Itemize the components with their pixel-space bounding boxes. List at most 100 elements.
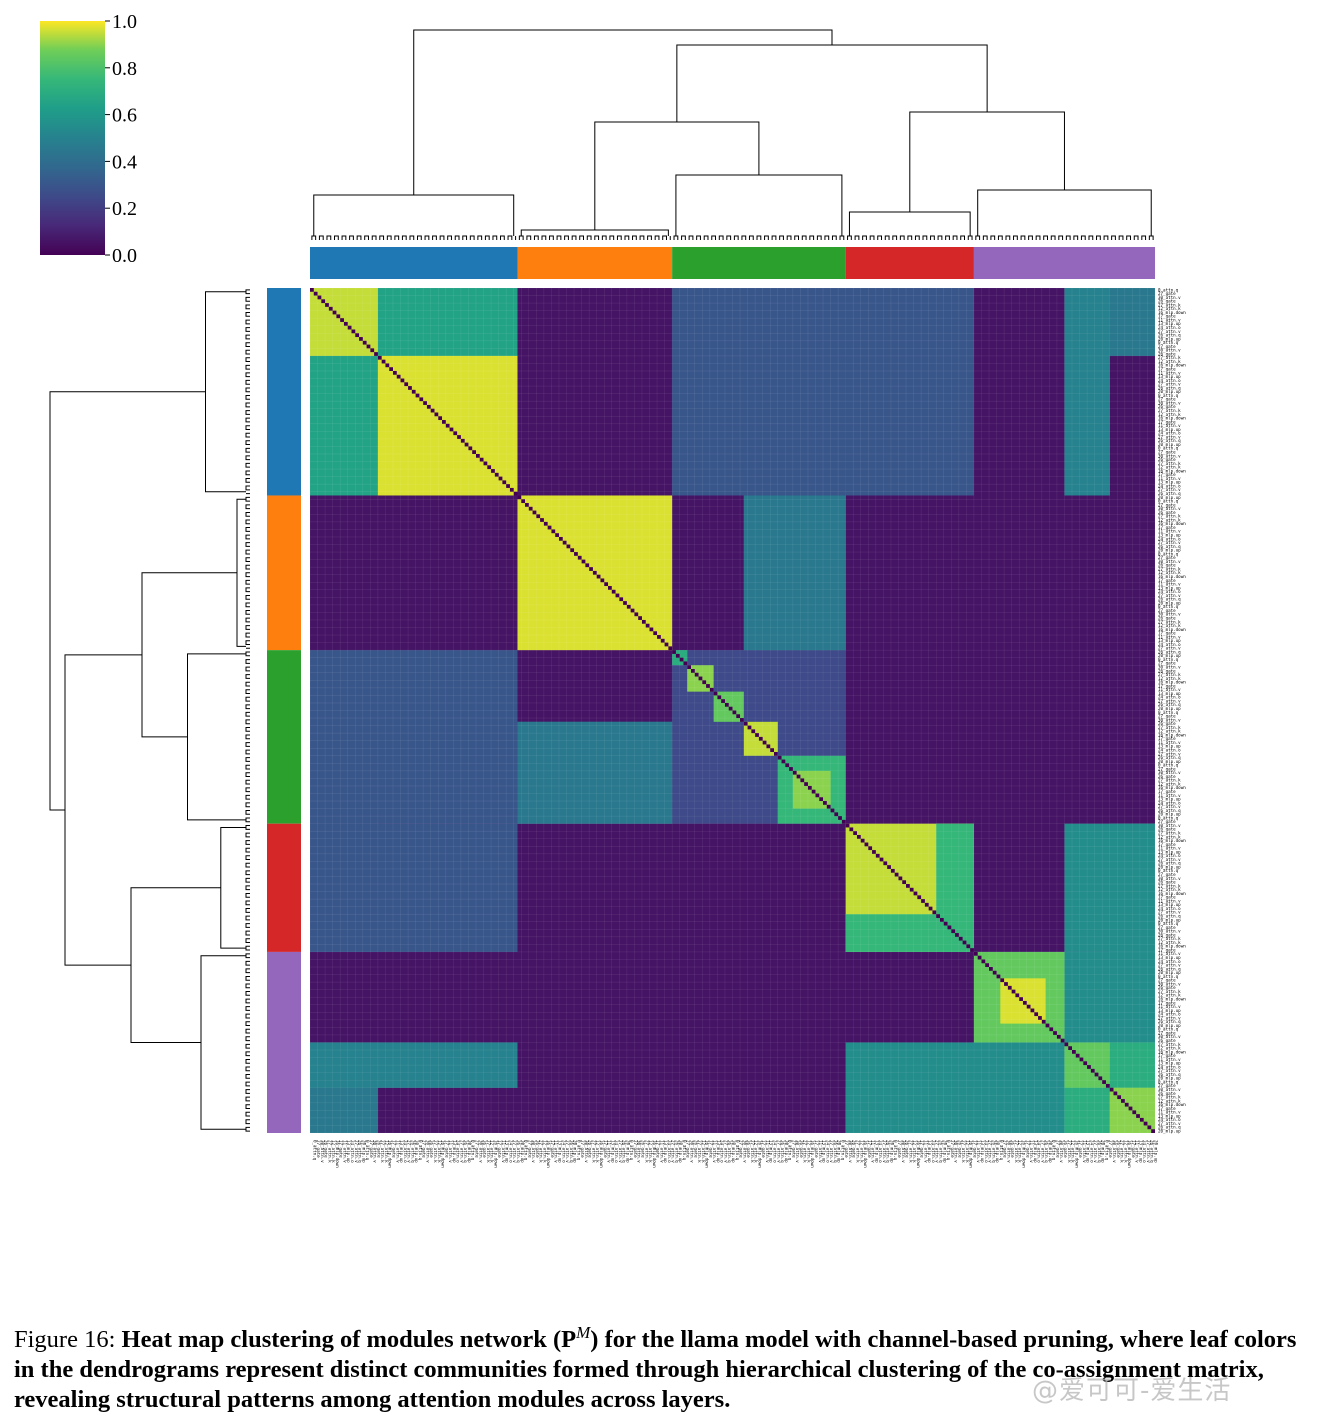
row-tick-label: 17_gate bbox=[1158, 525, 1176, 530]
dendrogram-link bbox=[1013, 235, 1018, 240]
diagonal-cell bbox=[792, 770, 797, 775]
diagonal-cell bbox=[596, 574, 601, 579]
row-tick-label: 26_gate bbox=[1158, 985, 1176, 990]
dendrogram-link bbox=[632, 235, 637, 240]
diagonal-cell bbox=[1105, 1083, 1110, 1088]
diagonal-cell bbox=[351, 329, 356, 334]
column-tick-label: 27_gate bbox=[580, 1140, 585, 1158]
column-tick-label: 20_mlp.up bbox=[678, 1140, 683, 1163]
row-dendrogram bbox=[49, 289, 250, 1132]
column-tick-label: 20_mlp.up bbox=[573, 1140, 578, 1163]
row-tick-label: 11_attn.v bbox=[1158, 529, 1181, 534]
row-tick-label: 27_gate bbox=[1158, 397, 1176, 402]
diagonal-cell bbox=[442, 420, 446, 424]
dendrogram-link bbox=[187, 653, 246, 821]
column-tick-label: 17_gate bbox=[920, 1140, 925, 1158]
colorbar-tick-label: 0.0 bbox=[112, 245, 137, 267]
dendrogram-link bbox=[245, 817, 250, 823]
row-tick-label: 12_attn.k bbox=[1158, 940, 1181, 945]
diagonal-cell bbox=[1053, 1031, 1057, 1035]
dendrogram-link bbox=[990, 235, 996, 240]
diagonal-cell bbox=[328, 306, 333, 311]
column-tick-label: 26_gate bbox=[588, 1140, 593, 1158]
dendrogram-link bbox=[401, 235, 407, 240]
diagonal-cell bbox=[683, 661, 688, 666]
column-tick-label: 17_gate bbox=[603, 1140, 608, 1158]
dendrogram-link bbox=[688, 235, 694, 240]
column-tick-label: 27_attn.k bbox=[1120, 1140, 1125, 1163]
diagonal-cell bbox=[834, 812, 839, 817]
dendrogram-link bbox=[245, 610, 250, 615]
column-tick-label: 16_mlp.down bbox=[1127, 1140, 1132, 1168]
diagonal-cell bbox=[906, 884, 910, 888]
dendrogram-link bbox=[245, 1111, 250, 1117]
diagonal-cell bbox=[1038, 1016, 1042, 1020]
row-tick-label: 26_attn.q bbox=[1158, 597, 1181, 602]
column-tick-label: 27_attn.v bbox=[671, 1140, 676, 1163]
row-tick-label: 0_attn.q bbox=[1158, 1027, 1179, 1032]
row-community-0 bbox=[267, 288, 301, 496]
dendrogram-link bbox=[960, 235, 965, 240]
column-tick-label: 27_gate bbox=[1055, 1140, 1060, 1158]
dendrogram-link bbox=[245, 511, 250, 517]
row-tick-label: 0_attn.q bbox=[1158, 340, 1179, 345]
diagonal-cell bbox=[460, 438, 465, 443]
heatmap-block-12-sym bbox=[936, 823, 974, 952]
row-tick-label: 0_attn.q bbox=[1158, 710, 1179, 715]
column-tick-label: 12_attn.k bbox=[912, 1140, 917, 1163]
row-tick-label: 26_attn.q bbox=[1158, 702, 1181, 707]
column-tick-label: 24_attn.o bbox=[1089, 1140, 1094, 1163]
row-tick-label: 30_attn.v bbox=[1158, 559, 1181, 564]
row-tick-label: 17_gate bbox=[1158, 789, 1176, 794]
row-tick-label: 24_attn.o bbox=[1158, 695, 1181, 700]
diagonal-cell bbox=[589, 567, 593, 571]
dendrogram-link bbox=[801, 235, 807, 240]
dendrogram-link bbox=[245, 975, 250, 981]
row-tick-label: 24_attn.o bbox=[1158, 1117, 1181, 1122]
dendrogram-link bbox=[245, 666, 250, 672]
column-tick-label: 0_attn.q bbox=[946, 1140, 951, 1161]
column-tick-label: 26_gate bbox=[1116, 1140, 1121, 1158]
diagonal-cell bbox=[1102, 1080, 1106, 1084]
column-tick-label: 30_attn.v bbox=[373, 1140, 378, 1163]
dendrogram-link bbox=[245, 847, 250, 853]
diagonal-cell bbox=[845, 823, 850, 828]
column-tick-label: 20_mlp.up bbox=[731, 1140, 736, 1163]
row-tick-label: 16_mlp.down bbox=[1158, 1049, 1186, 1054]
dendrogram-link bbox=[696, 235, 701, 240]
row-tick-label: 27_attn.k bbox=[1158, 355, 1181, 360]
column-tick-label: 13_mlp.up bbox=[874, 1140, 879, 1163]
row-tick-label: 27_attn.v bbox=[1158, 382, 1181, 387]
diagonal-cell bbox=[755, 733, 759, 737]
heatmap-gridlines bbox=[309, 287, 1156, 1134]
dendrogram-link bbox=[884, 235, 890, 240]
dendrogram-link bbox=[676, 44, 988, 122]
row-tick-label: 26_gate bbox=[1158, 827, 1176, 832]
dendrogram-link bbox=[654, 235, 660, 240]
column-tick-label: 27_gate bbox=[950, 1140, 955, 1158]
diagonal-cell bbox=[800, 778, 805, 783]
column-tick-label: 27_attn.v bbox=[618, 1140, 623, 1163]
heatmap-block-27 bbox=[310, 1042, 518, 1088]
dendrogram-link bbox=[245, 379, 250, 385]
column-tick-label: 12_attn.k bbox=[595, 1140, 600, 1163]
dendrogram-link bbox=[245, 870, 250, 876]
diagonal-cell bbox=[770, 748, 774, 752]
column-tick-label: 13_mlp.up bbox=[346, 1140, 351, 1163]
dendrogram-link bbox=[1035, 235, 1041, 240]
row-tick-label: 20_mlp.up bbox=[1158, 442, 1181, 447]
row-tick-label: 12_attn.k bbox=[1158, 306, 1181, 311]
column-tick-label: 0_attn.q bbox=[999, 1140, 1004, 1161]
row-tick-label: 26_gate bbox=[1158, 510, 1176, 515]
dendrogram-link bbox=[245, 696, 250, 702]
dendrogram-link bbox=[424, 235, 430, 240]
diagonal-cell bbox=[528, 506, 533, 511]
diagonal-cell bbox=[438, 416, 443, 421]
row-tick-label: 27_gate bbox=[1158, 1030, 1176, 1035]
diagonal-cell bbox=[1094, 1072, 1099, 1077]
diagonal-cell bbox=[574, 552, 578, 556]
row-tick-label: 13_mlp.up bbox=[1158, 744, 1181, 749]
column-tick-label: 12_attn.k bbox=[490, 1140, 495, 1163]
row-tick-label: 16_mlp.down bbox=[1158, 785, 1186, 790]
row-tick-label: 0_attn.q bbox=[1158, 393, 1179, 398]
